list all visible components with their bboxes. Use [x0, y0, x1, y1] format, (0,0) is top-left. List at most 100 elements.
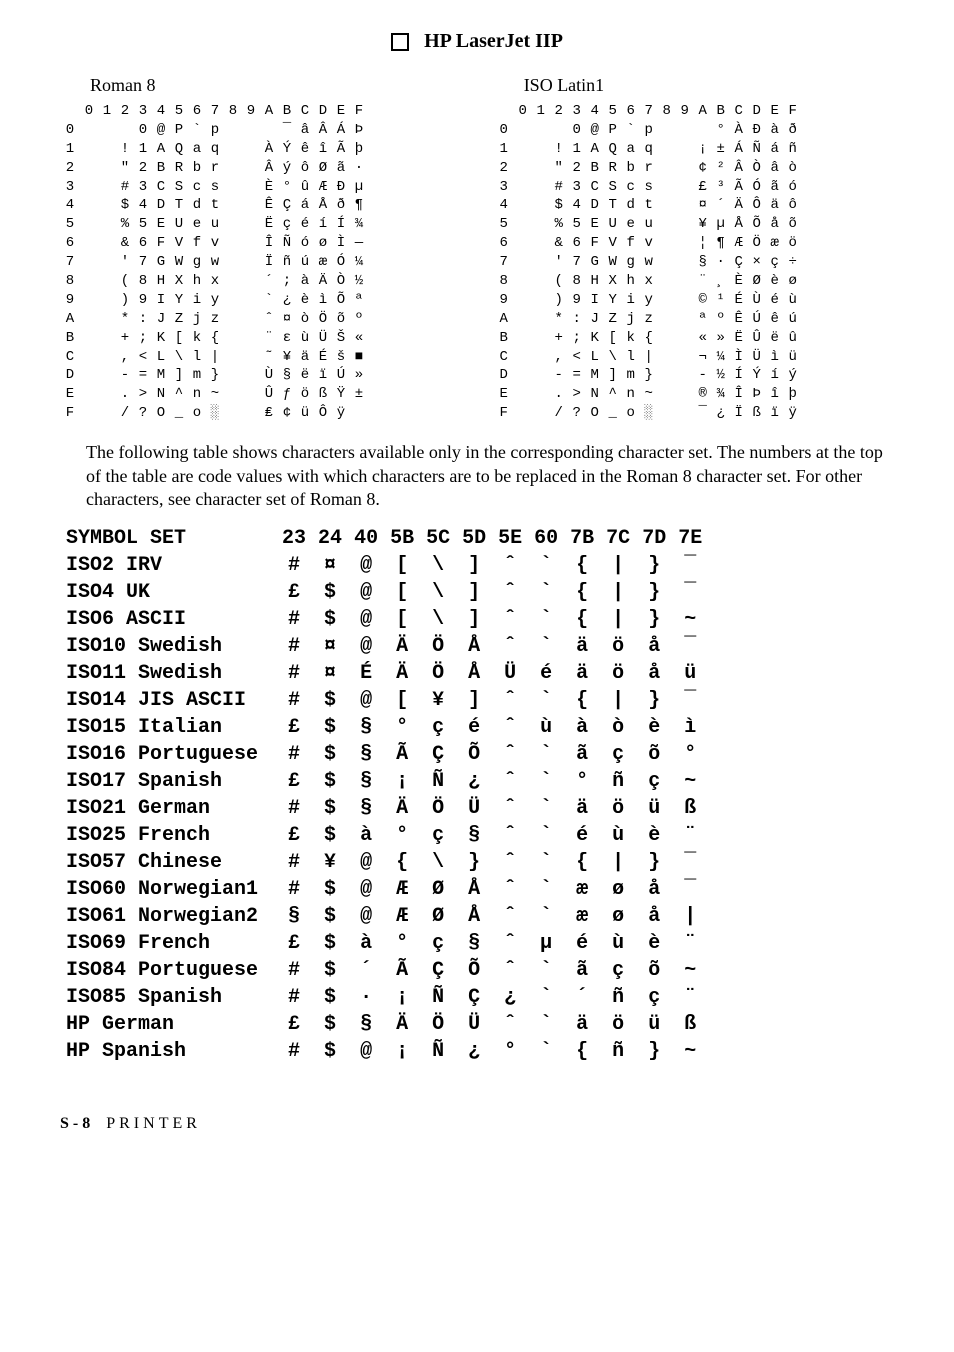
symbol-cell: |: [600, 687, 636, 714]
char-cell: <: [134, 348, 152, 367]
col-header: C: [296, 102, 314, 121]
char-cell: [514, 291, 532, 310]
symbol-cell: è: [636, 930, 672, 957]
char-cell: $: [116, 196, 134, 215]
char-cell: 9: [568, 291, 586, 310]
char-cell: [658, 404, 676, 423]
char-cell: ˆ: [260, 310, 278, 329]
char-cell: Ö: [314, 310, 332, 329]
char-cell: ;: [278, 272, 296, 291]
char-cell: Û: [748, 329, 766, 348]
char-cell: U: [604, 215, 622, 234]
char-cell: 1: [134, 140, 152, 159]
char-cell: `: [260, 291, 278, 310]
char-cell: O: [152, 404, 170, 423]
char-cell: [514, 234, 532, 253]
char-cell: h: [622, 272, 640, 291]
col-header: 0: [80, 102, 98, 121]
symbol-cell: #: [276, 984, 312, 1011]
symbol-cell: #: [276, 660, 312, 687]
char-cell: ^: [170, 385, 188, 404]
char-cell: ö: [296, 385, 314, 404]
char-cell: [514, 253, 532, 272]
char-cell: ê: [766, 310, 784, 329]
char-cell: |: [206, 348, 224, 367]
char-cell: ö: [784, 234, 802, 253]
char-cell: m: [188, 366, 206, 385]
symbol-cell: ø: [600, 876, 636, 903]
symbol-cell: å: [636, 903, 672, 930]
char-cell: [676, 140, 694, 159]
page-title: HP LaserJet IIP: [60, 30, 894, 53]
row-header: 9: [494, 291, 514, 310]
char-cell: ¸: [712, 272, 730, 291]
symbol-cell: §: [456, 930, 492, 957]
char-cell: [98, 348, 116, 367]
char-cell: ä: [296, 348, 314, 367]
symbol-cell: |: [600, 579, 636, 606]
char-cell: ¥: [694, 215, 712, 234]
char-cell: Í: [332, 215, 350, 234]
char-cell: ñ: [784, 140, 802, 159]
char-cell: P: [170, 121, 188, 140]
roman8-block: Roman 8 0123456789ABCDEF0 0@P`p ¯âÂÁÞ1 !…: [60, 75, 460, 423]
char-cell: [658, 121, 676, 140]
col-header: D: [748, 102, 766, 121]
symbol-cell: é: [456, 714, 492, 741]
symbol-cell: à: [348, 822, 384, 849]
symbol-header-cell: SYMBOL SET: [60, 525, 276, 552]
char-cell: +: [550, 329, 568, 348]
col-header: C: [730, 102, 748, 121]
symbol-cell: ä: [564, 1011, 600, 1038]
char-cell: +: [116, 329, 134, 348]
char-cell: [98, 404, 116, 423]
char-cell: t: [640, 196, 658, 215]
page-number: S - 8: [60, 1115, 90, 1132]
char-cell: T: [604, 196, 622, 215]
char-cell: R: [604, 159, 622, 178]
symbol-cell: °: [384, 714, 420, 741]
symbol-set-name: ISO84 Portuguese: [60, 957, 276, 984]
char-cell: ý: [784, 366, 802, 385]
char-cell: [532, 215, 550, 234]
col-header: 2: [550, 102, 568, 121]
char-cell: è: [766, 272, 784, 291]
symbol-cell: °: [384, 822, 420, 849]
char-cell: [80, 291, 98, 310]
char-cell: Ú: [332, 366, 350, 385]
symbol-cell: \: [420, 606, 456, 633]
symbol-cell: $: [312, 687, 348, 714]
symbol-cell: Ñ: [420, 1038, 456, 1065]
char-cell: í: [766, 366, 784, 385]
char-cell: a: [188, 140, 206, 159]
symbol-cell: Å: [456, 660, 492, 687]
char-cell: 8: [134, 272, 152, 291]
char-cell: [350, 404, 368, 423]
char-cell: [98, 291, 116, 310]
char-cell: ε: [278, 329, 296, 348]
symbol-cell: `: [528, 606, 564, 633]
roman8-label: Roman 8: [60, 75, 460, 96]
char-cell: Ü: [748, 348, 766, 367]
col-header: 5: [170, 102, 188, 121]
char-cell: *: [116, 310, 134, 329]
char-cell: [242, 159, 260, 178]
char-cell: [532, 366, 550, 385]
col-header: 9: [676, 102, 694, 121]
char-cell: [514, 159, 532, 178]
char-cell: Õ: [748, 215, 766, 234]
row-header: E: [494, 385, 514, 404]
symbol-set-name: ISO4 UK: [60, 579, 276, 606]
char-cell: f: [622, 234, 640, 253]
symbol-cell: $: [312, 984, 348, 1011]
char-cell: z: [206, 310, 224, 329]
col-header: 8: [658, 102, 676, 121]
char-cell: [80, 140, 98, 159]
char-cell: H: [152, 272, 170, 291]
char-cell: Ó: [332, 253, 350, 272]
symbol-cell: ¥: [312, 849, 348, 876]
char-cell: {: [640, 329, 658, 348]
char-cell: [80, 234, 98, 253]
char-cell: [98, 366, 116, 385]
char-cell: [676, 253, 694, 272]
